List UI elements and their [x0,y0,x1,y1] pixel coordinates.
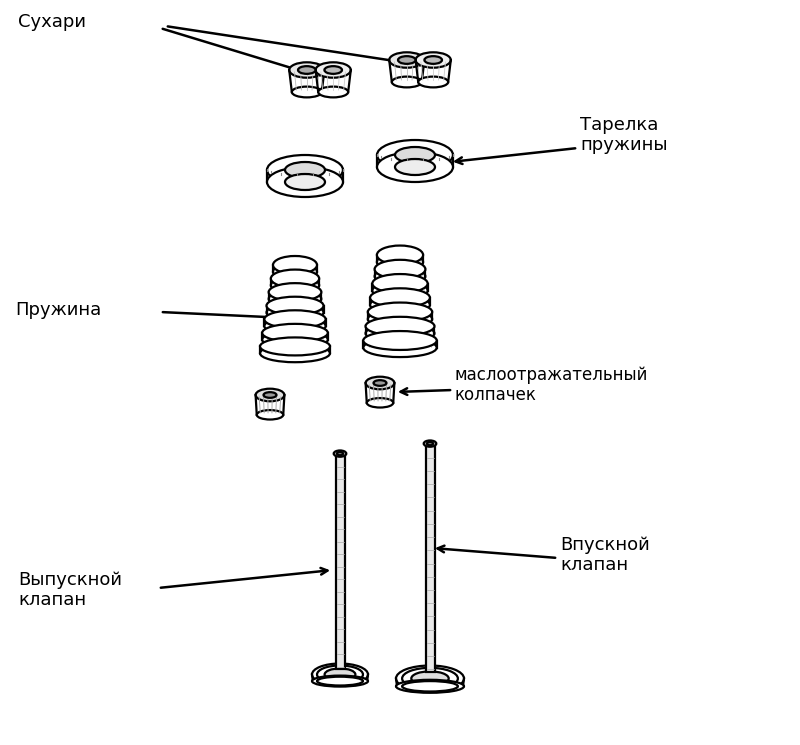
Ellipse shape [372,281,428,300]
Ellipse shape [292,86,322,98]
Text: Сухари: Сухари [18,13,86,31]
Ellipse shape [374,260,426,279]
Ellipse shape [271,270,319,288]
Ellipse shape [395,147,435,163]
Ellipse shape [317,676,363,685]
Ellipse shape [368,302,432,321]
Ellipse shape [273,263,317,281]
Ellipse shape [256,389,285,402]
Ellipse shape [325,66,342,74]
Ellipse shape [273,256,317,274]
Ellipse shape [285,162,325,178]
Ellipse shape [389,52,425,68]
Ellipse shape [398,56,416,64]
Ellipse shape [318,86,348,98]
Ellipse shape [264,310,326,329]
Ellipse shape [260,337,330,355]
Ellipse shape [374,267,426,286]
Ellipse shape [411,671,449,685]
Ellipse shape [363,338,437,357]
Ellipse shape [427,442,433,446]
Text: Впускной
клапан: Впускной клапан [560,536,650,574]
Text: маслоотражательный
колпачек: маслоотражательный колпачек [455,366,648,405]
Ellipse shape [370,288,430,307]
Ellipse shape [334,451,346,457]
Text: Пружина: Пружина [15,301,102,319]
Ellipse shape [372,274,428,293]
Ellipse shape [377,246,423,264]
Ellipse shape [285,174,325,190]
Ellipse shape [377,253,423,272]
Ellipse shape [366,398,394,408]
Ellipse shape [392,77,422,87]
Ellipse shape [260,344,330,362]
Ellipse shape [266,297,323,314]
Text: Тарелка
пружины: Тарелка пружины [580,115,668,154]
Ellipse shape [370,296,430,314]
Ellipse shape [424,56,442,64]
Ellipse shape [312,664,368,685]
Ellipse shape [264,317,326,335]
Ellipse shape [368,310,432,329]
Ellipse shape [312,676,368,687]
Ellipse shape [396,665,464,691]
Ellipse shape [377,140,453,170]
Ellipse shape [315,63,350,77]
Ellipse shape [377,152,453,182]
Ellipse shape [269,290,322,308]
Ellipse shape [416,52,451,68]
Ellipse shape [366,317,434,336]
Ellipse shape [402,668,458,689]
Ellipse shape [271,276,319,294]
Ellipse shape [363,331,437,350]
Ellipse shape [266,303,323,322]
Ellipse shape [267,167,343,197]
Ellipse shape [290,63,325,77]
Ellipse shape [267,155,343,185]
Ellipse shape [262,331,328,349]
Ellipse shape [424,440,436,447]
Ellipse shape [337,452,343,455]
Ellipse shape [257,410,283,419]
Bar [426,443,434,672]
Ellipse shape [325,668,355,680]
Ellipse shape [366,377,394,390]
Ellipse shape [418,77,448,87]
Ellipse shape [396,679,464,693]
Ellipse shape [402,681,458,691]
Bar [335,454,345,669]
Text: Выпускной
клапан: Выпускной клапан [18,571,122,609]
Ellipse shape [269,283,322,301]
Ellipse shape [395,159,435,175]
Ellipse shape [374,380,386,386]
Ellipse shape [263,392,277,398]
Ellipse shape [366,324,434,343]
Ellipse shape [262,324,328,342]
Ellipse shape [317,665,363,683]
Ellipse shape [298,66,315,74]
